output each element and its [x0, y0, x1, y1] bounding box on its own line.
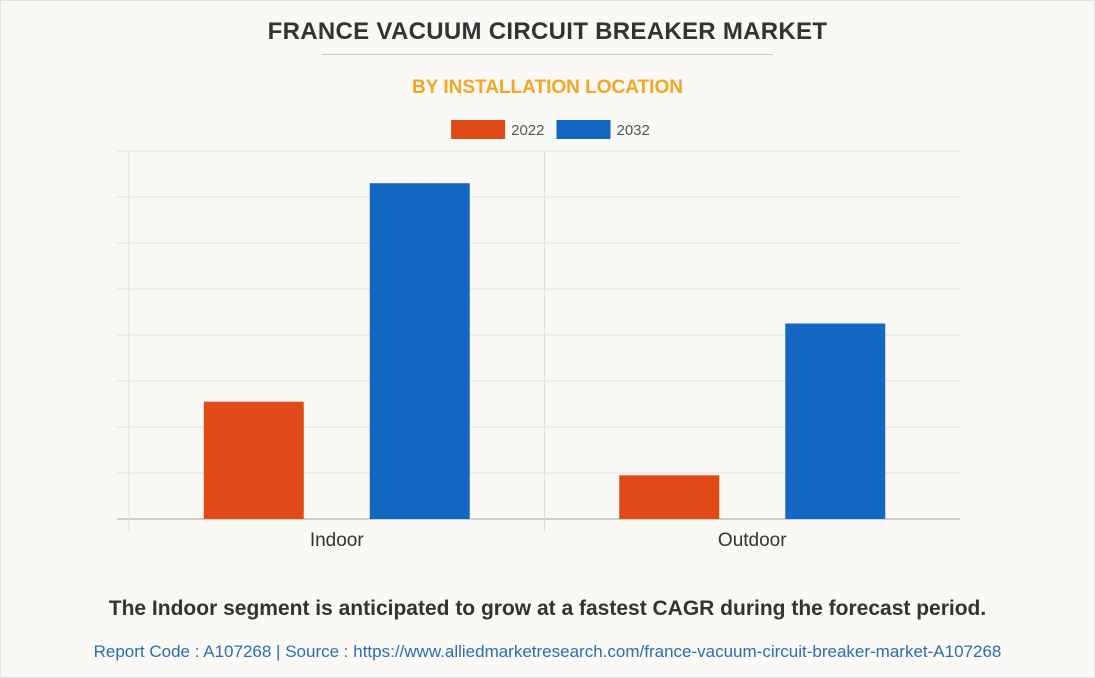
legend-swatch-2022: [451, 120, 506, 139]
legend-swatch-2032: [556, 120, 611, 139]
report-code: Report Code : A107268: [93, 642, 272, 661]
x-tick-label-indoor: Indoor: [310, 530, 365, 551]
bar-chart: Indoor Outdoor 2022 2032: [117, 120, 960, 551]
chart-title: FRANCE VACUUM CIRCUIT BREAKER MARKET: [267, 18, 828, 45]
footer: Report Code : A107268 | Source : https:/…: [0, 642, 1095, 662]
chart-subtitle: BY INSTALLATION LOCATION: [412, 77, 683, 98]
source-link[interactable]: Source : https://www.alliedmarketresearc…: [285, 642, 1002, 661]
title-divider: [322, 54, 773, 55]
chart-caption: The Indoor segment is anticipated to gro…: [108, 597, 987, 620]
legend-label-2032: 2032: [617, 122, 650, 139]
legend-label-2022: 2022: [511, 122, 544, 139]
footer-separator: |: [276, 642, 281, 661]
bar-outdoor-2032: [785, 323, 886, 519]
bar-indoor-2032: [369, 183, 470, 519]
bar-outdoor-2022: [619, 475, 720, 519]
bar-indoor-2022: [203, 401, 304, 519]
x-tick-label-outdoor: Outdoor: [718, 530, 787, 551]
